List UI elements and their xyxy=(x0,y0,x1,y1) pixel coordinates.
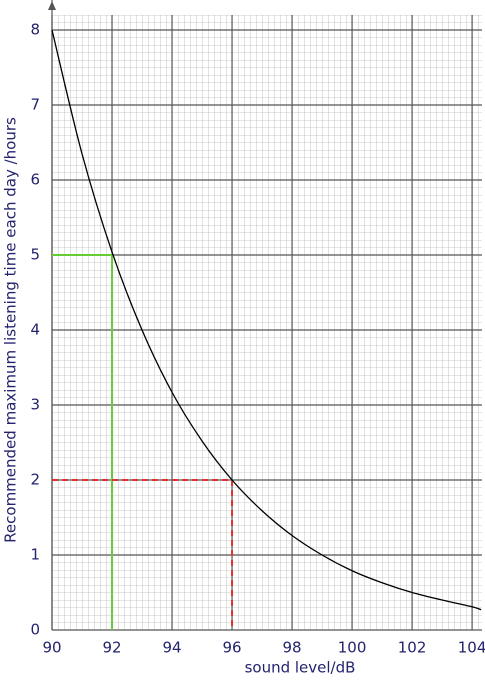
x-tick-label: 98 xyxy=(283,639,302,657)
y-tick-label: 0 xyxy=(30,621,40,639)
y-tick-label: 8 xyxy=(30,21,40,39)
y-tick-label: 2 xyxy=(30,471,40,489)
x-tick-label: 90 xyxy=(42,639,61,657)
x-tick-label: 92 xyxy=(102,639,121,657)
x-axis-label: sound level/dB xyxy=(245,659,356,677)
y-tick-label: 1 xyxy=(30,546,40,564)
x-tick-label: 102 xyxy=(398,639,427,657)
y-tick-label: 4 xyxy=(30,321,40,339)
y-tick-label: 6 xyxy=(30,171,40,189)
minor-grid xyxy=(52,15,482,630)
y-tick-label: 7 xyxy=(30,96,40,114)
x-tick-label: 104 xyxy=(458,639,485,657)
y-tick-label: 3 xyxy=(30,396,40,414)
y-axis-label: Recommended maximum listening time each … xyxy=(2,117,20,543)
x-tick-label: 100 xyxy=(338,639,367,657)
axis-arrow xyxy=(48,1,56,10)
x-tick-label: 96 xyxy=(222,639,241,657)
x-tick-label: 94 xyxy=(162,639,181,657)
curve xyxy=(51,29,482,611)
y-tick-label: 5 xyxy=(30,246,40,264)
